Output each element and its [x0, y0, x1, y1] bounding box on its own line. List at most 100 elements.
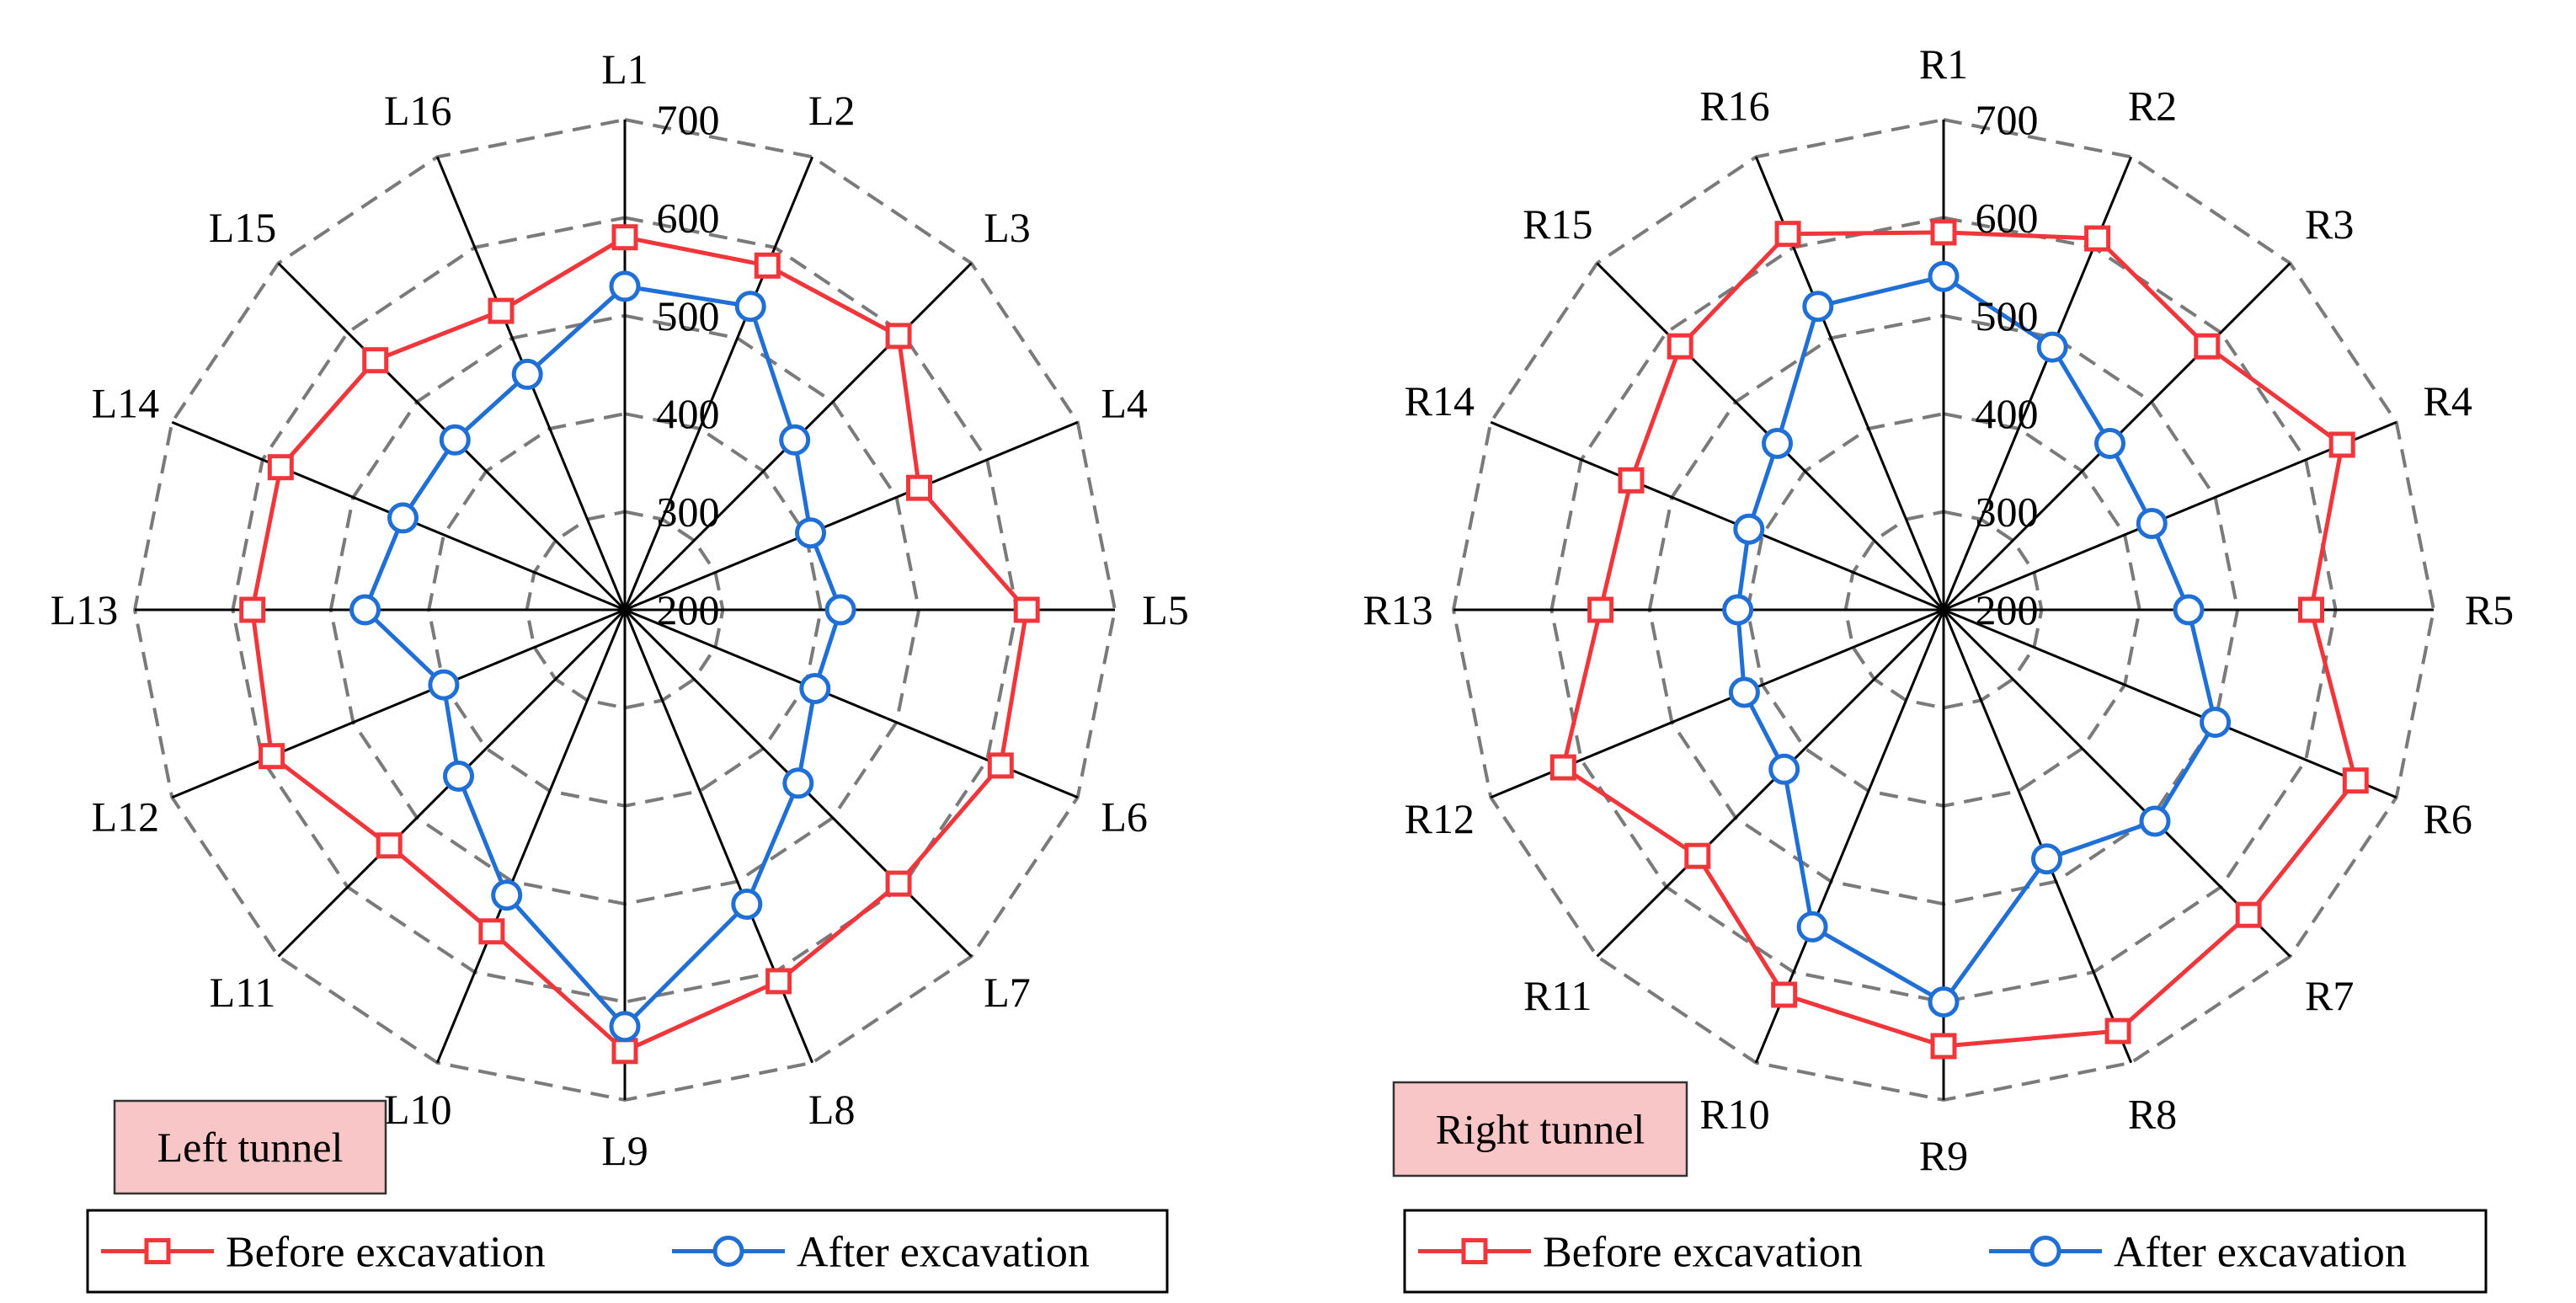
- point-before-excavation-R7: [2235, 901, 2262, 928]
- category-label-L7: L7: [984, 969, 1031, 1016]
- category-label-R6: R6: [2424, 795, 2472, 842]
- category-label-R5: R5: [2465, 586, 2514, 633]
- point-after-excavation-R3: [2094, 428, 2125, 459]
- point-after-excavation-R6: [2200, 707, 2232, 739]
- point-before-excavation-L11: [376, 832, 403, 859]
- tunnel-tag-box: [113, 1099, 387, 1195]
- spoke-R11: [1596, 608, 1945, 958]
- point-after-excavation-L3: [779, 424, 811, 456]
- series-line-after-excavation: [1736, 274, 2218, 1005]
- category-label-L14: L14: [92, 379, 160, 426]
- point-after-excavation-R14: [1733, 513, 1765, 545]
- point-after-excavation-L2: [734, 291, 766, 323]
- point-before-excavation-R8: [2104, 1017, 2131, 1044]
- point-before-excavation-L14: [267, 454, 294, 481]
- point-after-excavation-L14: [387, 502, 419, 534]
- tick-label-300: 300: [1976, 489, 2039, 536]
- point-before-excavation-R15: [1667, 333, 1693, 360]
- tunnel-tag-box: [1392, 1081, 1688, 1178]
- spoke-L2: [623, 156, 814, 611]
- point-after-excavation-L11: [443, 761, 474, 792]
- tick-label-400: 400: [657, 390, 720, 437]
- category-label-R16: R16: [1699, 82, 1769, 129]
- point-after-excavation-R7: [2139, 805, 2171, 837]
- category-label-L1: L1: [601, 45, 648, 93]
- point-before-excavation-L13: [239, 596, 266, 623]
- category-label-L2: L2: [808, 87, 856, 134]
- category-label-R3: R3: [2305, 200, 2354, 248]
- tick-label-600: 600: [657, 194, 720, 241]
- point-after-excavation-R15: [1762, 428, 1793, 459]
- gridline-300: [1843, 510, 2044, 710]
- category-label-L13: L13: [51, 586, 119, 633]
- point-after-excavation-L5: [824, 594, 856, 626]
- point-after-excavation-R11: [1768, 753, 1800, 785]
- point-before-excavation-R13: [1587, 596, 1614, 623]
- point-before-excavation-L8: [765, 968, 792, 995]
- gridline-600: [1549, 216, 2338, 1004]
- spoke-L8: [623, 609, 814, 1064]
- legend-label-before-excavation: Before excavation: [226, 1229, 546, 1277]
- category-label-R14: R14: [1405, 377, 1475, 425]
- category-label-L15: L15: [209, 204, 277, 251]
- category-label-L12: L12: [92, 793, 160, 841]
- point-after-excavation-R2: [2036, 331, 2068, 363]
- tick-label-700: 700: [1976, 96, 2039, 143]
- point-after-excavation-R10: [1796, 910, 1828, 943]
- legend-marker-after-excavation: [712, 1236, 744, 1267]
- point-before-excavation-R16: [1774, 221, 1801, 248]
- tick-label-500: 500: [657, 292, 720, 339]
- point-after-excavation-R9: [1928, 986, 1960, 1018]
- point-before-excavation-L15: [362, 347, 389, 374]
- legend-label-after-excavation: After excavation: [797, 1229, 1090, 1277]
- point-after-excavation-R5: [2173, 594, 2205, 626]
- point-before-excavation-L12: [259, 743, 285, 770]
- legend-label-before-excavation: Before excavation: [1543, 1229, 1863, 1277]
- tick-label-700: 700: [657, 96, 720, 143]
- category-label-R9: R9: [1919, 1132, 1968, 1179]
- category-label-R7: R7: [2305, 972, 2354, 1019]
- legend-marker-before-excavation: [144, 1238, 171, 1264]
- spoke-R8: [1942, 609, 2133, 1064]
- category-label-L16: L16: [384, 87, 452, 134]
- point-before-excavation-L7: [885, 870, 912, 897]
- point-before-excavation-R12: [1549, 754, 1576, 781]
- point-before-excavation-R4: [2328, 431, 2355, 458]
- tick-label-500: 500: [1976, 292, 2039, 339]
- point-after-excavation-L10: [491, 879, 523, 911]
- legend-marker-after-excavation: [2029, 1236, 2061, 1267]
- point-after-excavation-L16: [511, 358, 543, 390]
- spoke-R7: [1942, 608, 2291, 958]
- category-label-R11: R11: [1523, 972, 1592, 1019]
- gridline-600: [231, 216, 1019, 1004]
- tick-label-200: 200: [657, 586, 720, 633]
- tunnel-tag-label: Right tunnel: [1436, 1106, 1645, 1153]
- spoke-R14: [1490, 420, 1944, 611]
- point-after-excavation-L4: [795, 517, 826, 549]
- point-before-excavation-L2: [754, 252, 781, 279]
- category-label-L9: L9: [601, 1127, 648, 1174]
- spoke-L10: [435, 609, 627, 1064]
- legend-label-after-excavation: After excavation: [2114, 1229, 2407, 1277]
- point-before-excavation-R6: [2342, 767, 2369, 794]
- point-before-excavation-L3: [885, 323, 912, 350]
- tick-label-300: 300: [657, 489, 720, 536]
- point-before-excavation-R10: [1771, 981, 1798, 1008]
- point-before-excavation-R9: [1930, 1033, 1957, 1060]
- category-label-R4: R4: [2424, 377, 2472, 425]
- point-before-excavation-R14: [1618, 467, 1645, 494]
- category-label-R15: R15: [1523, 200, 1592, 248]
- point-before-excavation-L9: [611, 1038, 638, 1065]
- point-after-excavation-R4: [2136, 508, 2168, 539]
- point-after-excavation-L15: [439, 424, 471, 456]
- point-before-excavation-L1: [611, 224, 638, 251]
- point-after-excavation-R13: [1722, 594, 1754, 626]
- legend-marker-before-excavation: [1461, 1238, 1488, 1264]
- point-after-excavation-R1: [1928, 260, 1960, 292]
- category-label-R13: R13: [1363, 586, 1432, 633]
- point-before-excavation-L6: [987, 752, 1014, 779]
- point-after-excavation-L6: [799, 673, 831, 704]
- gridline-300: [525, 510, 725, 710]
- legend-box: [86, 1209, 1169, 1294]
